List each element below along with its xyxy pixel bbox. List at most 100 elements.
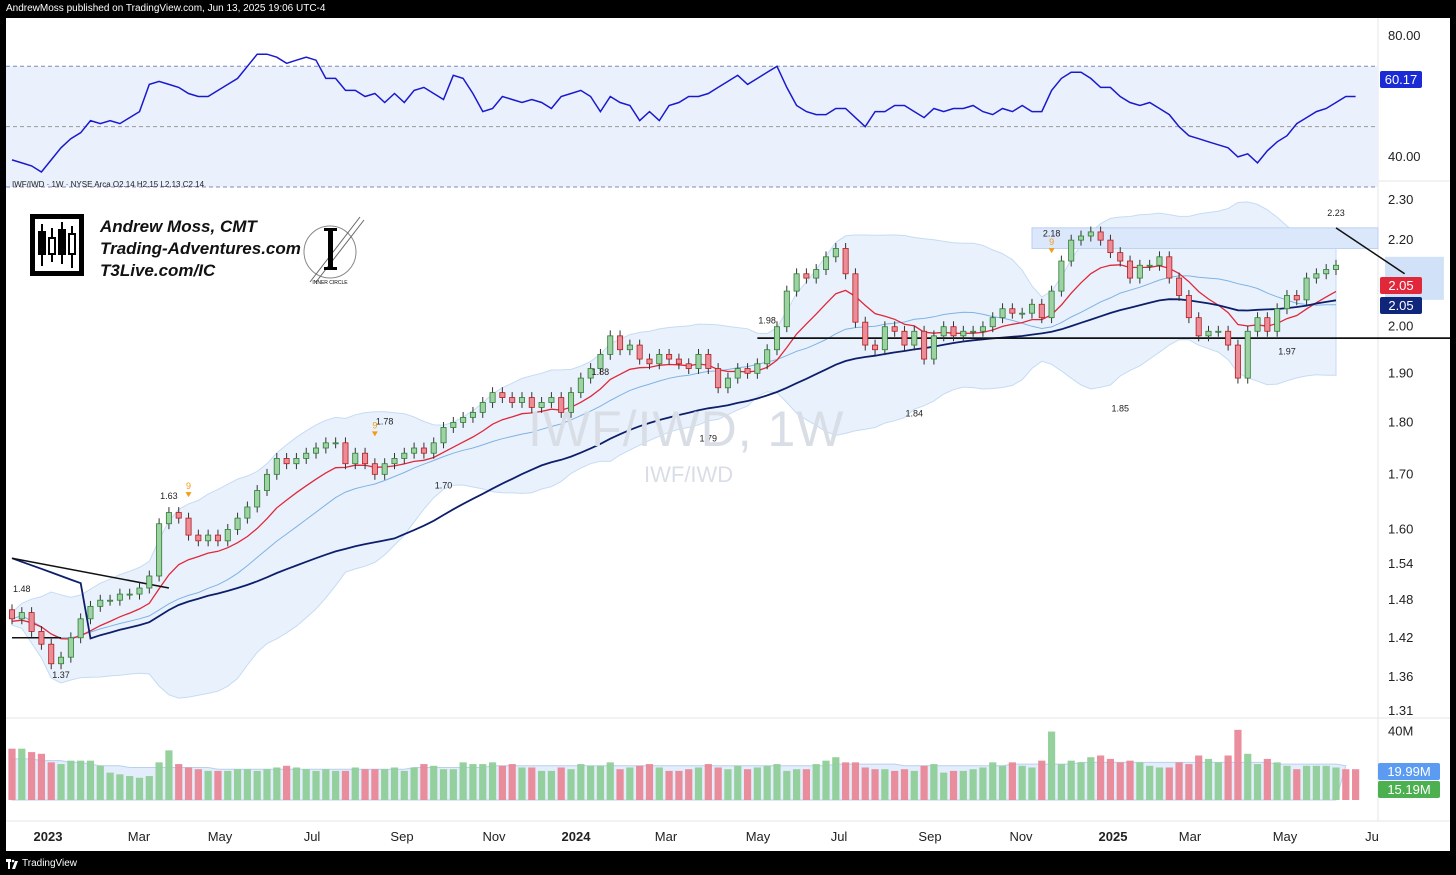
candle: [97, 594, 104, 612]
candle-body: [1215, 330, 1222, 333]
time-axis-label: May: [746, 829, 771, 844]
volume-bar: [724, 769, 732, 800]
rsi-value-badge: 60.17: [1380, 71, 1422, 88]
candle: [862, 316, 869, 351]
time-axis-label: May: [208, 829, 233, 844]
candle-body: [1303, 277, 1310, 301]
candle-body: [263, 473, 270, 491]
candle: [1176, 272, 1183, 301]
candle-body: [695, 353, 702, 369]
volume-bar: [1067, 760, 1075, 800]
volume-bar: [606, 762, 614, 800]
time-axis-label: 2025: [1099, 829, 1128, 844]
time-axis-label: Jul: [831, 829, 848, 844]
candle: [617, 330, 624, 356]
candle: [1019, 307, 1026, 319]
candle-body: [1244, 330, 1251, 379]
candle-body: [1068, 239, 1075, 262]
downtrend-line-2023: [11, 557, 170, 589]
candle: [87, 600, 94, 625]
volume-bar: [184, 767, 193, 800]
candle: [165, 507, 172, 530]
candle: [391, 453, 398, 470]
tradingview-logo-icon: [6, 859, 18, 869]
candle: [577, 372, 584, 399]
candle-body: [136, 587, 143, 595]
candle-body: [1176, 277, 1183, 296]
volume-bar: [655, 767, 663, 800]
price-red-badge: 2.05: [1380, 277, 1422, 294]
volume-bar: [979, 767, 987, 800]
volume-bar: [390, 767, 399, 800]
candle: [67, 632, 74, 663]
time-axis-label: Mar: [655, 829, 678, 844]
candle-body: [18, 612, 25, 620]
logo-caption: INNER CIRCLE: [312, 280, 348, 286]
candle: [783, 285, 790, 333]
volume-bar: [400, 770, 408, 800]
time-axis-label: Mar: [128, 829, 151, 844]
candle-body: [1225, 330, 1232, 346]
candle: [940, 321, 947, 342]
volume-bar: [1038, 760, 1046, 800]
candle: [1234, 339, 1241, 384]
volume-axis-tick: 40M: [1388, 724, 1413, 739]
volume-bar: [18, 748, 26, 800]
candle-body: [1078, 235, 1085, 241]
candle: [332, 437, 339, 449]
candle-body: [107, 599, 114, 602]
candle: [126, 588, 133, 600]
candle: [1097, 226, 1104, 246]
volume-badge: 15.19M: [1378, 781, 1440, 798]
volume-bar: [322, 769, 330, 800]
candle-body: [77, 618, 84, 639]
candle-body: [626, 344, 633, 351]
candle-body: [862, 321, 869, 346]
candle-body: [450, 422, 457, 428]
candle: [1283, 290, 1290, 315]
watermark-sub: IWF/IWD: [644, 462, 734, 487]
candle: [1078, 230, 1085, 246]
candle: [518, 392, 525, 408]
candle-body: [224, 528, 231, 542]
volume-bar: [341, 770, 350, 800]
candle-body: [1048, 290, 1055, 319]
volume-bar: [1106, 758, 1115, 800]
candle-body: [646, 358, 653, 365]
candle: [666, 348, 673, 365]
candle-body: [156, 523, 163, 577]
candle-body: [234, 517, 241, 530]
candle-body: [950, 326, 957, 337]
volume-bar: [665, 770, 673, 800]
candle: [842, 243, 849, 280]
volume-bar: [273, 767, 281, 800]
candle-body: [175, 512, 182, 519]
volume-bar: [1136, 762, 1144, 800]
candle-body: [1097, 231, 1104, 241]
candle-body: [823, 256, 830, 270]
candle-body: [391, 458, 398, 465]
volume-bar: [881, 769, 889, 800]
candle: [528, 392, 535, 413]
volume-bar: [587, 765, 595, 800]
price-label: 2.18: [1043, 228, 1061, 238]
volume-bar: [518, 767, 526, 800]
volume-bar: [1185, 764, 1193, 800]
volume-bar: [636, 765, 644, 800]
candle-body: [362, 452, 369, 465]
candle-body: [548, 397, 555, 403]
candle: [1225, 325, 1232, 351]
candle-body: [116, 593, 123, 601]
candle-body: [342, 442, 349, 465]
td-nine-marker: 9: [186, 481, 191, 491]
candle-body: [48, 643, 55, 665]
volume-bar: [577, 764, 585, 800]
candle: [852, 268, 859, 328]
volume-bar: [1165, 767, 1173, 800]
time-axis-label: 2023: [34, 829, 63, 844]
price-axis-tick: 2.00: [1388, 319, 1413, 334]
volume-bar: [351, 767, 359, 800]
candle: [205, 529, 212, 547]
volume-bar: [1097, 755, 1105, 800]
candle-body: [381, 463, 388, 475]
